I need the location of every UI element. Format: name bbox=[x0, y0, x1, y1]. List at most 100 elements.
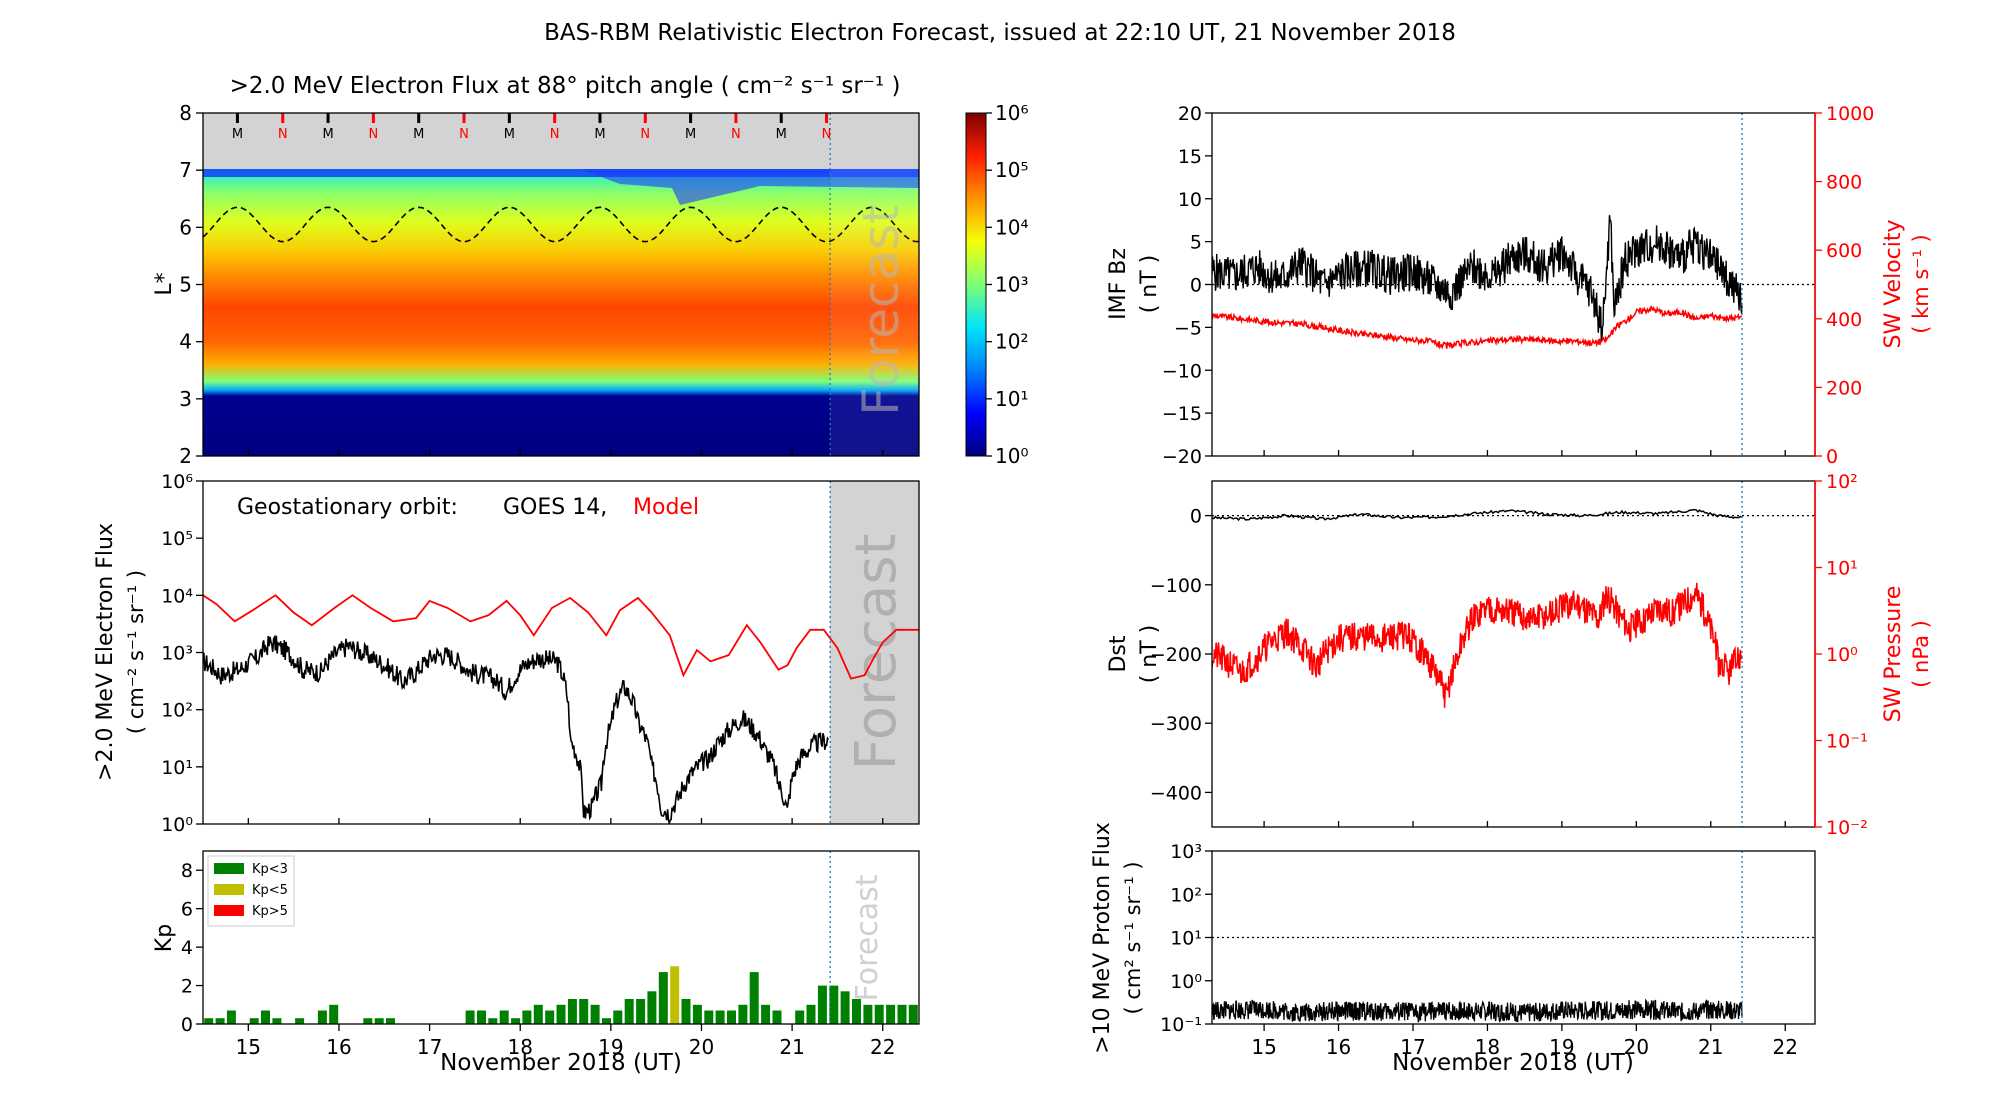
kp-bar bbox=[261, 1010, 270, 1024]
lstar-outer-region bbox=[203, 113, 919, 169]
kp-bar bbox=[874, 1004, 884, 1024]
kp-xtick-label: 17 bbox=[417, 1035, 442, 1059]
kp-bar bbox=[761, 1004, 771, 1024]
lstar-magnetopause-line bbox=[203, 206, 919, 243]
kp-legend-swatch-1 bbox=[214, 863, 244, 874]
sw-pressure-ytick-label: 10¹ bbox=[1826, 558, 1858, 580]
colorbar-tick-label: 10² bbox=[995, 330, 1028, 354]
kp-bar bbox=[715, 1010, 725, 1024]
kp-bar bbox=[374, 1018, 384, 1024]
lstar-orbit-marker: N bbox=[822, 127, 832, 142]
proton-ytick-label: 10⁻¹ bbox=[1160, 1014, 1202, 1036]
kp-bar bbox=[272, 1018, 282, 1024]
kp-bar bbox=[886, 1004, 896, 1024]
kp-bar bbox=[727, 1010, 736, 1024]
lstar-orbit-marker: M bbox=[504, 127, 515, 142]
kp-legend-label-2: Kp<5 bbox=[252, 883, 288, 898]
proton-panel: 10⁻¹ 10⁰ 10¹ 10² 10³ 15 16 17 18 19 20 21 22 >10 MeV… bbox=[1090, 822, 1816, 1076]
lstar-orbit-marker: M bbox=[685, 127, 696, 142]
lstar-panel: >2.0 MeV Electron Flux at 88° pitch angl… bbox=[152, 73, 1028, 468]
sw-velocity-ytick-label: 600 bbox=[1826, 240, 1862, 262]
proton-xtick-label: 22 bbox=[1772, 1035, 1797, 1059]
kp-bar bbox=[647, 991, 657, 1024]
sw-velocity-ytick-label: 200 bbox=[1826, 377, 1862, 399]
lstar-ytick-label: 3 bbox=[179, 387, 192, 411]
kp-bar bbox=[692, 1004, 702, 1024]
imf-ylabel: IMF Bz bbox=[1106, 248, 1131, 320]
proton-xtick-label: 21 bbox=[1698, 1035, 1723, 1059]
kp-bar bbox=[465, 1010, 475, 1024]
dst-y2label: SW Pressure bbox=[1881, 586, 1906, 723]
kp-ytick-label: 0 bbox=[181, 1014, 193, 1036]
imf-y2label: SW Velocity bbox=[1881, 219, 1906, 348]
kp-forecast-label: Forecast bbox=[850, 874, 885, 1001]
kp-bar bbox=[852, 999, 861, 1024]
kp-legend-swatch-2 bbox=[214, 884, 244, 895]
dst-y2label-units: ( nPa ) bbox=[1909, 620, 1933, 688]
kp-bar bbox=[840, 991, 850, 1024]
colorbar bbox=[965, 112, 987, 457]
lstar-ytick-label: 4 bbox=[179, 330, 192, 354]
lstar-orbit-marker: M bbox=[232, 127, 243, 142]
kp-bar bbox=[613, 1010, 623, 1024]
proton-flux-line bbox=[1212, 998, 1743, 1023]
kp-xtick-label: 16 bbox=[326, 1035, 351, 1059]
colorbar-tick-label: 10¹ bbox=[995, 387, 1028, 411]
proton-xtick-label: 18 bbox=[1475, 1035, 1500, 1059]
goes-legend-goes: GOES 14, bbox=[503, 495, 607, 520]
lstar-orbit-marker: M bbox=[594, 127, 605, 142]
goes-ytick-label: 10¹ bbox=[161, 757, 193, 779]
kp-bar bbox=[545, 1010, 555, 1024]
kp-ytick-label: 8 bbox=[181, 860, 193, 882]
kp-bar bbox=[249, 1018, 259, 1024]
proton-xlabel: November 2018 (UT) bbox=[1392, 1050, 1634, 1076]
kp-xtick-label: 18 bbox=[507, 1035, 532, 1059]
kp-bar bbox=[511, 1018, 521, 1024]
imf-ytick-label: 15 bbox=[1178, 146, 1202, 168]
kp-ylabel: Kp bbox=[152, 924, 177, 952]
lstar-ytick-label: 5 bbox=[179, 273, 192, 297]
proton-xtick-label: 20 bbox=[1624, 1035, 1649, 1059]
kp-bar bbox=[499, 1010, 509, 1024]
proton-ylabel-units: ( cm² s⁻¹ sr⁻¹ ) bbox=[1121, 861, 1145, 1014]
proton-xtick-label: 17 bbox=[1400, 1035, 1425, 1059]
dst-ytick-label: 0 bbox=[1190, 506, 1202, 528]
kp-bar bbox=[363, 1018, 373, 1024]
kp-bar bbox=[204, 1018, 214, 1024]
dst-ylabel: Dst bbox=[1106, 635, 1131, 672]
kp-bar bbox=[624, 999, 634, 1024]
goes-ytick-label: 10² bbox=[161, 700, 193, 722]
dst-ytick-label: −100 bbox=[1150, 575, 1202, 597]
kp-legend-swatch-3 bbox=[214, 905, 244, 916]
kp-bar bbox=[908, 1004, 918, 1024]
kp-xlabel: November 2018 (UT) bbox=[440, 1050, 682, 1076]
kp-bar bbox=[738, 1004, 748, 1024]
dst-ytick-label: −400 bbox=[1150, 782, 1202, 804]
kp-bar bbox=[477, 1010, 486, 1024]
kp-bar bbox=[806, 1004, 816, 1024]
imf-ytick-label: −5 bbox=[1174, 317, 1202, 339]
kp-bar bbox=[386, 1018, 395, 1024]
kp-bar bbox=[749, 972, 759, 1024]
kp-legend-label-1: Kp<3 bbox=[252, 862, 288, 877]
sw-velocity-ytick-label: 1000 bbox=[1826, 103, 1874, 125]
lstar-ytick-label: 2 bbox=[179, 444, 192, 468]
kp-bar bbox=[226, 1010, 236, 1024]
lstar-orbit-marker: N bbox=[640, 127, 650, 142]
proton-xtick-label: 19 bbox=[1549, 1035, 1574, 1059]
kp-legend-label-3: Kp>5 bbox=[252, 904, 288, 919]
figure-title: BAS-RBM Relativistic Electron Forecast, … bbox=[544, 20, 1456, 46]
lstar-ytick-label: 6 bbox=[179, 215, 192, 239]
colorbar-tick-label: 10⁶ bbox=[995, 101, 1028, 125]
goes-ylabel: >2.0 MeV Electron Flux bbox=[93, 523, 118, 781]
kp-bar bbox=[897, 1004, 907, 1024]
lstar-orbit-marker: N bbox=[278, 127, 288, 142]
dst-ylabel-units: ( nT ) bbox=[1137, 625, 1162, 684]
kp-bar bbox=[602, 1018, 611, 1024]
imf-y2label-units: ( km s⁻¹ ) bbox=[1909, 234, 1933, 333]
lstar-orbit-marker: M bbox=[322, 127, 333, 142]
imf-ytick-label: 10 bbox=[1178, 189, 1202, 211]
